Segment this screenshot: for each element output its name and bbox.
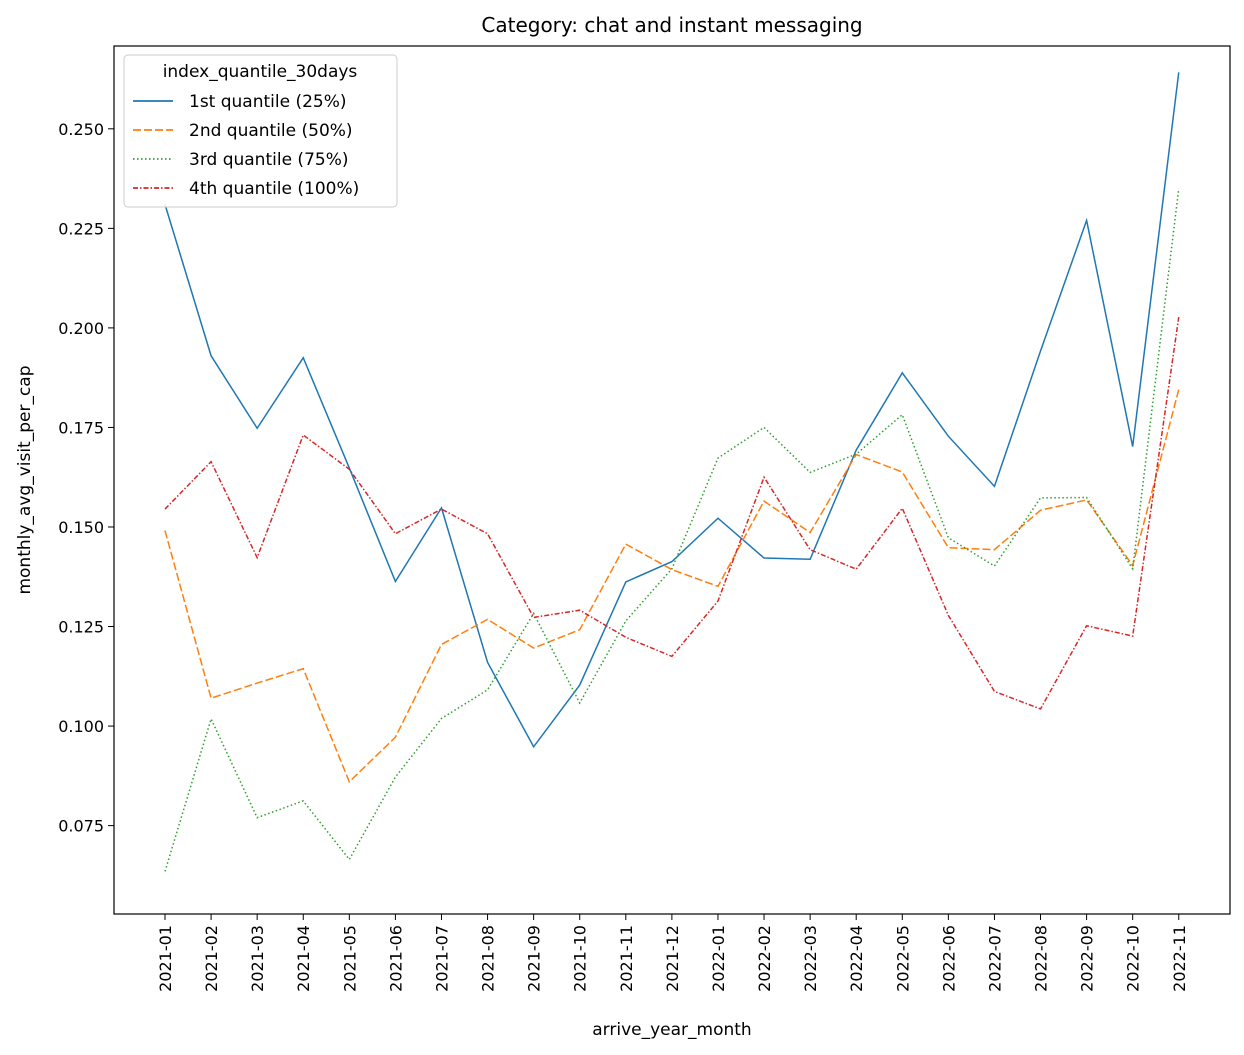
series-line-1 (164, 72, 1180, 749)
x-tick-label: 2021-03 (248, 925, 267, 992)
legend-label-2: 2nd quantile (50%) (189, 121, 353, 141)
x-tick-label: 2021-12 (663, 925, 682, 992)
y-tick-label: 0.225 (58, 219, 104, 238)
x-tick-label: 2021-07 (432, 925, 451, 992)
x-tick-label: 2021-01 (156, 925, 175, 992)
y-tick-label: 0.075 (58, 817, 104, 836)
x-tick-label: 2021-08 (479, 925, 498, 992)
legend: index_quantile_30days 1st quantile (25%)… (123, 54, 398, 208)
legend-label-3: 3rd quantile (75%) (189, 150, 348, 170)
x-tick-label: 2022-09 (1078, 925, 1097, 992)
y-axis-title: monthly_avg_visit_per_cap (15, 365, 35, 594)
x-axis-title: arrive_year_month (592, 1020, 751, 1040)
y-tick-label: 0.100 (58, 717, 104, 736)
y-tick-label: 0.200 (58, 319, 104, 338)
x-tick-label: 2021-05 (340, 925, 359, 992)
x-tick-label: 2021-11 (617, 925, 636, 992)
x-axis: 2021-01 2021-02 2021-03 2021-04 2021-05 2021-… (156, 914, 1189, 992)
x-tick-label: 2021-09 (525, 925, 544, 992)
x-tick-label: 2022-01 (709, 925, 728, 992)
x-tick-label: 2022-10 (1124, 925, 1143, 992)
x-tick-label: 2021-10 (571, 925, 590, 992)
x-tick-label: 2022-07 (985, 925, 1004, 992)
legend-label-4: 4th quantile (100%) (189, 179, 359, 199)
y-tick-label: 0.125 (58, 618, 104, 637)
y-axis: 0.075 0.100 0.125 0.150 0.175 0.200 0.225 0.250 (58, 120, 114, 836)
x-tick-label: 2022-11 (1170, 925, 1189, 992)
x-tick-label: 2022-08 (1032, 925, 1051, 992)
series-line-4 (164, 317, 1180, 710)
series-line-2 (164, 389, 1180, 784)
y-tick-label: 0.150 (58, 518, 104, 537)
legend-frame (123, 54, 398, 208)
x-tick-label: 2021-04 (294, 925, 313, 992)
y-tick-label: 0.250 (58, 120, 104, 139)
x-tick-label: 2022-05 (893, 925, 912, 992)
x-tick-label: 2022-04 (847, 925, 866, 992)
x-tick-label: 2022-06 (939, 925, 958, 992)
x-tick-label: 2022-03 (801, 925, 820, 992)
series-line-3 (164, 188, 1180, 872)
series-layer (164, 72, 1180, 872)
legend-title: index_quantile_30days (163, 62, 358, 82)
legend-label-1: 1st quantile (25%) (189, 92, 347, 112)
x-tick-label: 2022-02 (755, 925, 774, 992)
x-tick-label: 2021-06 (386, 925, 405, 992)
y-tick-label: 0.175 (58, 418, 104, 437)
x-tick-label: 2021-02 (202, 925, 221, 992)
chart-title: Category: chat and instant messaging (481, 13, 862, 37)
